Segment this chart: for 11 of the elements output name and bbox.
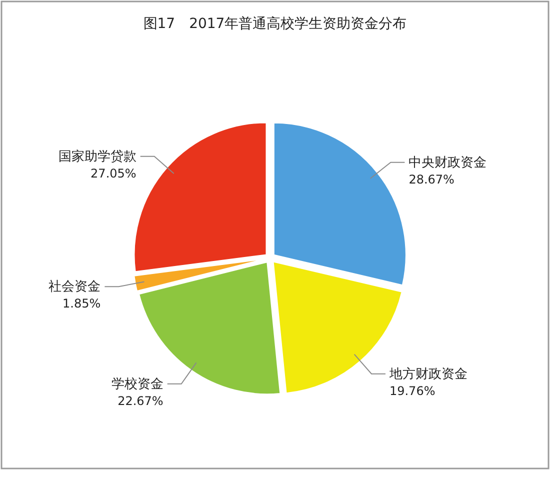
- slice-label: 中央财政资金: [408, 155, 487, 170]
- data-label: 27.05%: [90, 166, 136, 180]
- slice-label: 国家助学贷款: [58, 148, 136, 164]
- data-label: 22.67%: [118, 394, 164, 408]
- data-label: 28.67%: [408, 172, 454, 186]
- chart-title: 图17 2017年普通高校学生资助资金分布: [143, 15, 407, 32]
- slice-label: 地方财政资金: [388, 366, 468, 382]
- data-label: 1.85%: [62, 296, 101, 311]
- slice-label: 学校资金: [111, 376, 164, 392]
- slice-label: 社会资金: [48, 280, 101, 295]
- data-label: 19.76%: [389, 384, 436, 398]
